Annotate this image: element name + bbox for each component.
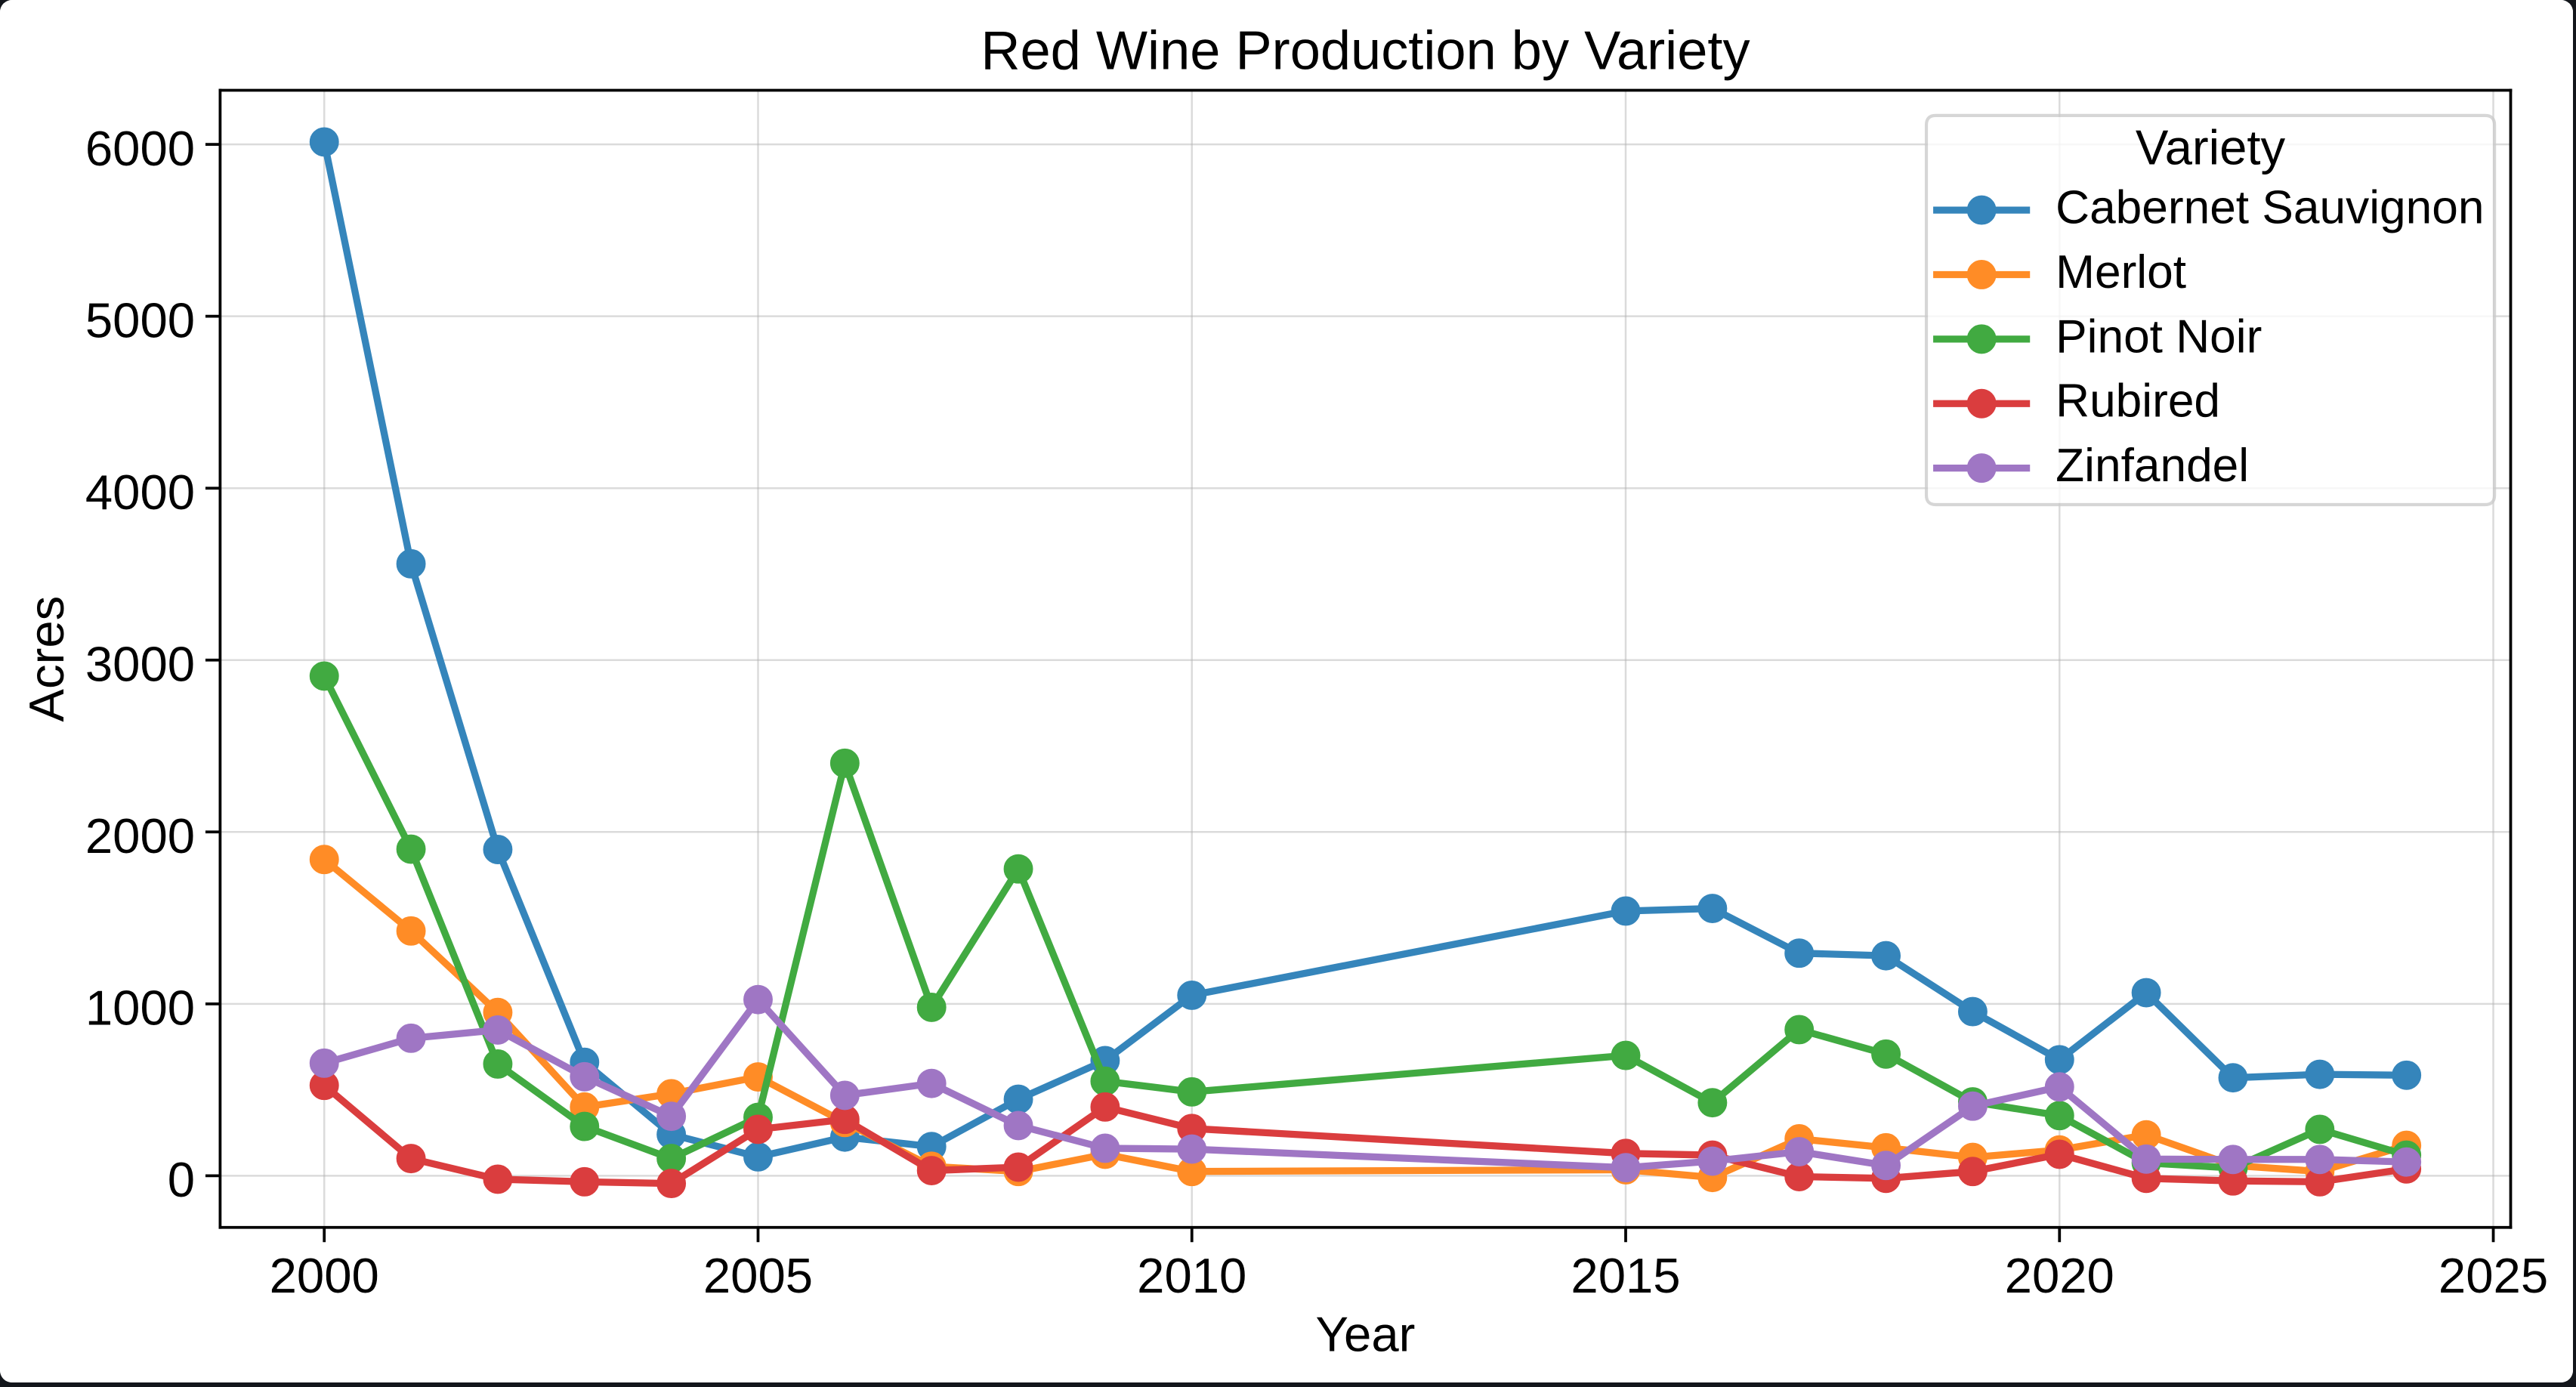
svg-text:2010: 2010 — [1137, 1248, 1246, 1303]
svg-text:2000: 2000 — [270, 1248, 379, 1303]
svg-text:Year: Year — [1316, 1307, 1416, 1362]
svg-text:2020: 2020 — [2005, 1248, 2114, 1303]
svg-text:Merlot: Merlot — [2056, 246, 2186, 298]
svg-text:2015: 2015 — [1571, 1248, 1680, 1303]
svg-text:Rubired: Rubired — [2056, 375, 2220, 428]
svg-text:Zinfandel: Zinfandel — [2056, 440, 2249, 492]
svg-text:4000: 4000 — [85, 465, 195, 520]
svg-text:Variety: Variety — [2136, 120, 2286, 175]
svg-text:Cabernet Sauvignon: Cabernet Sauvignon — [2056, 182, 2484, 234]
svg-text:Pinot Noir: Pinot Noir — [2056, 310, 2262, 363]
svg-text:2025: 2025 — [2439, 1248, 2548, 1303]
svg-text:Red Wine Production by Variety: Red Wine Production by Variety — [981, 21, 1750, 82]
svg-text:5000: 5000 — [85, 292, 195, 348]
svg-text:1000: 1000 — [85, 980, 195, 1035]
svg-text:2005: 2005 — [703, 1248, 813, 1303]
svg-text:3000: 3000 — [85, 636, 195, 691]
svg-text:0: 0 — [168, 1152, 195, 1207]
svg-text:Acres: Acres — [19, 596, 74, 722]
svg-text:2000: 2000 — [85, 808, 195, 863]
svg-text:6000: 6000 — [85, 121, 195, 176]
